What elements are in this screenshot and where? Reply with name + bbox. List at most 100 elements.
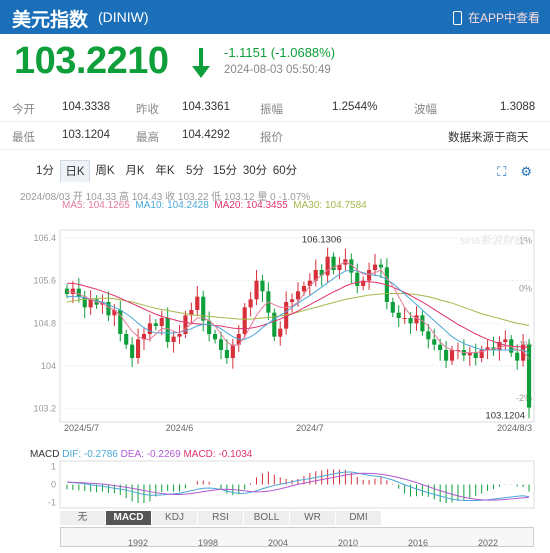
candle <box>503 339 508 342</box>
candle <box>147 323 152 334</box>
indicator-tab-rsi[interactable]: RSI <box>198 511 244 525</box>
dea-label: DEA: -0.2269 <box>120 449 181 460</box>
candle <box>248 299 253 308</box>
nav-year: 2022 <box>478 538 499 548</box>
open-in-app-label: 在APP中查看 <box>467 11 540 25</box>
candle <box>218 339 224 350</box>
tab-yearly[interactable]: 年K <box>155 165 175 177</box>
candle <box>396 312 401 318</box>
ma30-line <box>66 292 530 326</box>
candle <box>378 264 384 268</box>
indicator-tab-kdj[interactable]: KDJ <box>152 511 198 525</box>
range-navigator[interactable] <box>60 527 534 547</box>
indicator-tabs: 无 MACD KDJ RSI BOLL WR DMI <box>60 511 382 525</box>
x-tick-label: 2024/6 <box>166 423 194 433</box>
indicator-tab-wr[interactable]: WR <box>290 511 336 525</box>
index-code: (DINIW) <box>98 9 149 25</box>
macd-y-tick: 1 <box>51 461 56 471</box>
macd-legend: MACD DIF: -0.2786 DEA: -0.2269 MACD: -0.… <box>30 449 253 460</box>
candle <box>212 334 218 340</box>
candle <box>159 318 164 326</box>
tab-5min[interactable]: 5分 <box>186 165 204 177</box>
candle <box>372 264 378 270</box>
candle <box>325 256 330 276</box>
candle <box>254 280 259 300</box>
candle <box>497 342 502 350</box>
candle <box>485 347 490 350</box>
fullscreen-icon[interactable]: ⛶ <box>497 164 507 179</box>
ma5-label: MA5: 104.1265 <box>62 200 130 211</box>
tab-15min[interactable]: 15分 <box>212 165 238 177</box>
candle <box>130 344 135 358</box>
candle <box>82 296 87 308</box>
right-tick-label: -2% <box>516 393 532 403</box>
candle <box>438 344 443 350</box>
ohlc-info: 2024/08/03 开 104.33 高 104.43 收 103.22 低 … <box>20 192 311 203</box>
ma10-label: MA10: 104.2428 <box>135 200 209 211</box>
current-price: 103.2210 <box>14 40 169 82</box>
settings-icon[interactable]: ⚙ <box>520 164 532 179</box>
indicator-tab-dmi[interactable]: DMI <box>336 511 382 525</box>
macd-y-tick: 0 <box>51 480 56 490</box>
candle <box>201 296 206 321</box>
candle <box>467 352 472 356</box>
kline-chart[interactable]: 106.4105.6104.8104103.21%0%-1%-2%sina新浪财… <box>0 210 550 510</box>
open-in-app-link[interactable]: 在APP中查看 <box>452 9 540 26</box>
candle <box>112 310 117 316</box>
ma20-label: MA20: 104.3455 <box>214 200 288 211</box>
nav-year: 1992 <box>128 538 149 548</box>
candle <box>284 302 289 329</box>
y-tick-label: 105.6 <box>33 276 56 286</box>
tab-30min[interactable]: 30分 <box>242 165 268 177</box>
low-label: 最低 <box>12 132 35 144</box>
y-tick-label: 104 <box>41 361 56 371</box>
indicator-tab-boll[interactable]: BOLL <box>244 511 290 525</box>
high-label: 最高 <box>136 132 159 144</box>
ma5-line <box>66 261 530 360</box>
candle <box>402 318 407 319</box>
candle <box>171 336 176 342</box>
candle <box>135 339 141 358</box>
tab-weekly[interactable]: 周K <box>95 165 115 177</box>
candle <box>526 344 532 408</box>
header-bar: 美元指数 (DINIW) 在APP中查看 <box>0 0 550 34</box>
nav-year: 2010 <box>338 538 359 548</box>
tab-monthly[interactable]: 月K <box>125 165 145 177</box>
ma30-label: MA30: 104.7584 <box>293 200 367 211</box>
prev-close-label: 昨收 <box>136 104 159 116</box>
macd-y-tick: -1 <box>48 498 56 508</box>
candle <box>278 328 283 337</box>
candle <box>177 334 182 337</box>
prev-close-value: 104.3361 <box>182 101 230 113</box>
candle <box>455 350 461 351</box>
candle <box>290 299 295 302</box>
candle <box>124 334 129 345</box>
candle <box>76 288 81 297</box>
candle <box>420 315 425 332</box>
candle <box>295 291 301 300</box>
candle <box>183 315 188 334</box>
tab-daily[interactable]: 日K <box>60 160 90 182</box>
indicator-tab-macd[interactable]: MACD <box>106 511 152 525</box>
candle <box>521 344 526 361</box>
candle <box>230 344 235 358</box>
candle <box>88 299 93 308</box>
dea-line <box>66 472 530 501</box>
candle <box>331 256 336 270</box>
candle <box>106 302 111 316</box>
tab-1min[interactable]: 1分 <box>36 165 54 177</box>
y-tick-label: 106.4 <box>33 233 56 243</box>
candle <box>70 288 75 294</box>
quote-timestamp: 2024-08-03 05:50:49 <box>224 64 331 76</box>
data-source: 数据来源于商天 <box>448 132 529 144</box>
watermark: sina新浪财经 <box>460 234 525 247</box>
phone-icon <box>452 10 462 25</box>
price-change: -1.1151 (-1.0688%) <box>224 45 336 60</box>
candle <box>473 352 478 358</box>
candle <box>515 352 520 361</box>
candle <box>361 280 366 286</box>
candle <box>414 315 419 324</box>
nav-year: 2016 <box>408 538 429 548</box>
tab-60min[interactable]: 60分 <box>272 165 298 177</box>
indicator-tab-none[interactable]: 无 <box>60 511 106 525</box>
